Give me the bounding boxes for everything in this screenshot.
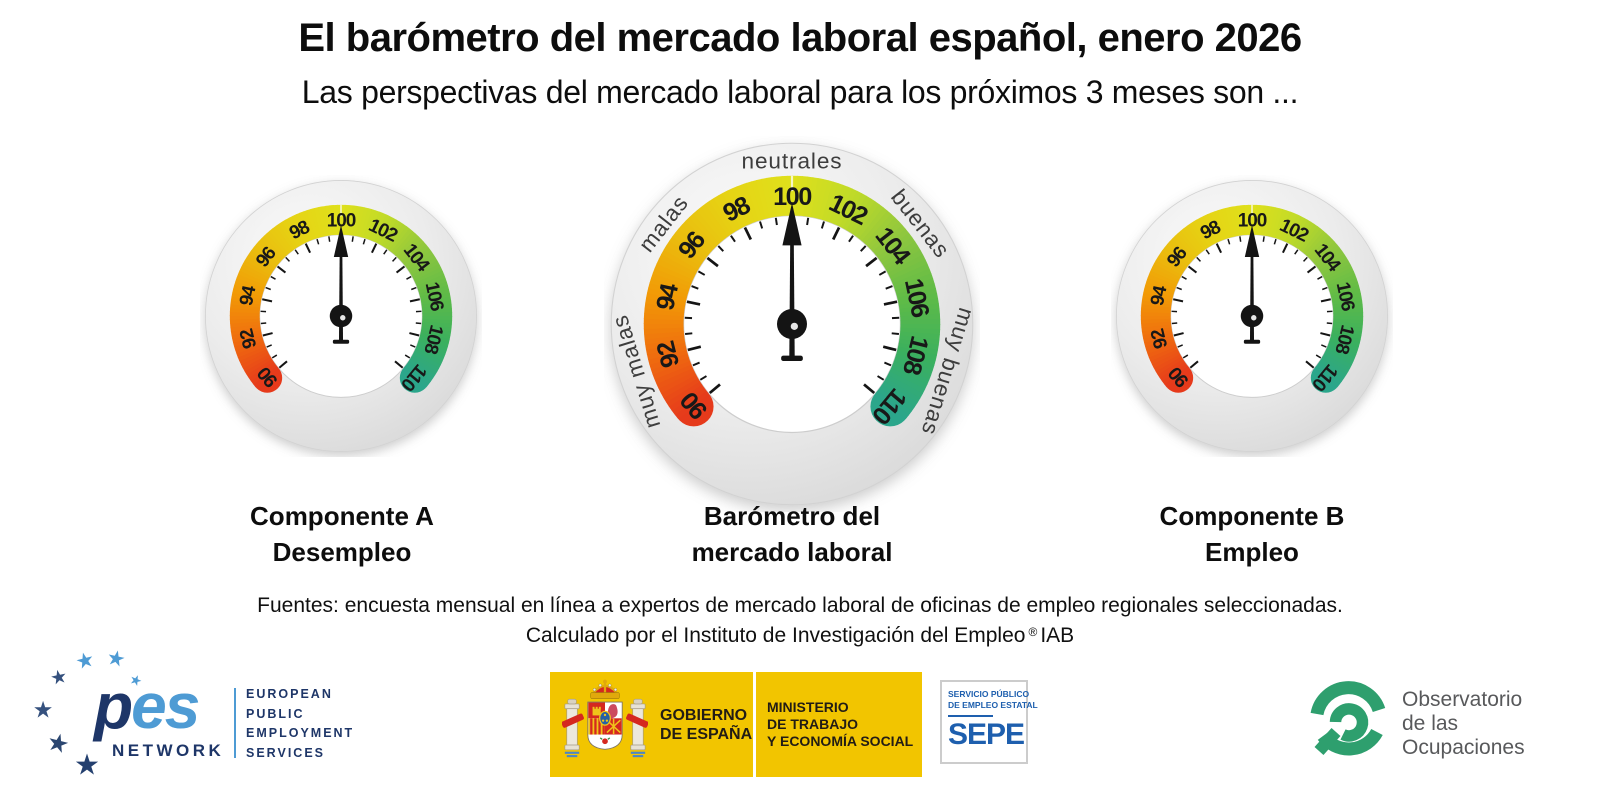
pes-wordmark-p: p <box>94 670 133 742</box>
pes-wordmark-es: es <box>131 670 200 742</box>
page-title: El barómetro del mercado laboral español… <box>298 16 1302 60</box>
gauge-color-band <box>229 204 453 393</box>
sepe-acronym: SEPE <box>948 718 1025 751</box>
observatorio-line: Observatorio <box>1402 688 1523 711</box>
pes-tagline-line: SERVICES <box>246 745 325 760</box>
calculation-note: Calculado por el Instituto de Investigac… <box>0 624 1600 648</box>
caption-componente-b: Componente B Empleo <box>1092 498 1412 570</box>
caption-line: Componente B <box>1159 501 1345 531</box>
page-subtitle: Las perspectivas del mercado laboral par… <box>301 74 1299 110</box>
gobierno-line2: DE ESPAÑA <box>660 725 753 743</box>
gauge-needle <box>329 225 353 344</box>
gobierno-espana-logo: GOBIERNO DE ESPAÑA MINISTERIO DE TRABAJO Y… <box>550 672 922 777</box>
eu-star-icon: ★ <box>43 727 73 760</box>
calc-suffix: IAB <box>1040 624 1075 647</box>
observatorio-logo: Observatorio de las Ocupaciones <box>1300 666 1580 776</box>
gauge-tick-label: 94 <box>236 283 261 307</box>
caption-line: Barómetro del <box>703 501 881 531</box>
spain-coat-of-arms-icon <box>562 679 648 758</box>
gobierno-label: GOBIERNO DE ESPAÑA <box>660 706 752 744</box>
gauge-color-band <box>1140 204 1364 393</box>
gauge-tick-label: 92 <box>236 327 261 351</box>
caption-barometro: Barómetro del mercado laboral <box>632 498 952 570</box>
gobierno-line1: GOBIERNO <box>660 706 748 724</box>
sepe-rule <box>948 715 993 717</box>
pes-tagline-line: EUROPEAN <box>246 687 333 701</box>
pes-tagline: EUROPEAN PUBLIC EMPLOYMENT SERVICES <box>246 685 354 763</box>
ministerio-line: DE TRABAJO <box>767 716 859 732</box>
gauge-tick-label: 92 <box>1147 327 1172 351</box>
caption-line: Desempleo <box>272 537 412 567</box>
gauge-needle <box>1240 225 1264 344</box>
gauge-ticks <box>1171 235 1333 369</box>
gauge-tick-label: 94 <box>651 281 684 313</box>
eu-star-icon: ★ <box>104 645 128 673</box>
observatorio-line: Ocupaciones <box>1402 736 1525 759</box>
gauge-ticks <box>260 235 422 369</box>
gauge-tick-label: 100 <box>1238 211 1267 232</box>
gauge-needle <box>776 202 808 362</box>
ministerio-label: MINISTERIO DE TRABAJO Y ECONOMÍA SOCIAL <box>767 699 913 750</box>
caption-line: Empleo <box>1205 537 1299 567</box>
pes-wordmark: pes <box>94 674 200 738</box>
eu-star-icon: ★ <box>74 749 100 782</box>
observatorio-label: Observatorio de las Ocupaciones <box>1402 688 1525 760</box>
caption-line: mercado laboral <box>691 537 893 567</box>
pes-tagline-line: EMPLOYMENT <box>246 726 355 740</box>
pes-tagline-line: PUBLIC <box>246 706 305 721</box>
gauge-color-band <box>643 175 941 427</box>
source-note: Fuentes: encuesta mensual en línea a exp… <box>257 594 1343 617</box>
observatorio-icon <box>1310 681 1386 756</box>
pes-divider <box>234 688 236 758</box>
gauge-componente-b: 90 92 94 96 98 100 102 104 106 108 110 <box>1111 175 1393 457</box>
ministerio-box: MINISTERIO DE TRABAJO Y ECONOMÍA SOCIAL <box>756 672 922 777</box>
caption-componente-a: Componente A Desempleo <box>182 498 502 570</box>
registered-mark: ® <box>1028 625 1038 639</box>
gauge-tick-label: 100 <box>773 183 812 211</box>
ministerio-line: Y ECONOMÍA SOCIAL <box>767 733 914 749</box>
pes-network-label: NETWORK <box>112 741 225 760</box>
gobierno-box: GOBIERNO DE ESPAÑA <box>550 672 753 777</box>
eu-star-icon: ★ <box>32 696 54 723</box>
pes-network-logo: ★ ★ ★ ★ ★ ★ ★ pes NETWORK EUROPEAN PUBLIC EMPLOY… <box>28 638 353 796</box>
calc-prefix: Calculado por el Instituto de Investigac… <box>525 624 1026 647</box>
gauge-tick-label: 100 <box>327 211 356 232</box>
observatorio-line: de las <box>1402 712 1459 735</box>
sepe-line2: DE EMPLEO ESTATAL <box>948 699 1038 710</box>
sepe-line1: SERVICIO PÚBLICO <box>948 689 1030 699</box>
ministerio-line: MINISTERIO <box>767 699 849 715</box>
gauge-componente-a: 90 92 94 96 98 100 102 104 106 108 110 <box>200 175 482 457</box>
gauge-ring-label: neutrales <box>741 149 842 174</box>
caption-line: Componente A <box>250 501 434 531</box>
eu-star-icon: ★ <box>48 665 70 691</box>
gauge-barometro: 90 92 94 96 98 100 102 104 106 108 110 muy malas mal… <box>604 136 980 512</box>
sepe-logo: SERVICIO PÚBLICO DE EMPLEO ESTATAL SEPE <box>940 680 1038 764</box>
gauge-tick-label: 94 <box>1147 283 1172 307</box>
